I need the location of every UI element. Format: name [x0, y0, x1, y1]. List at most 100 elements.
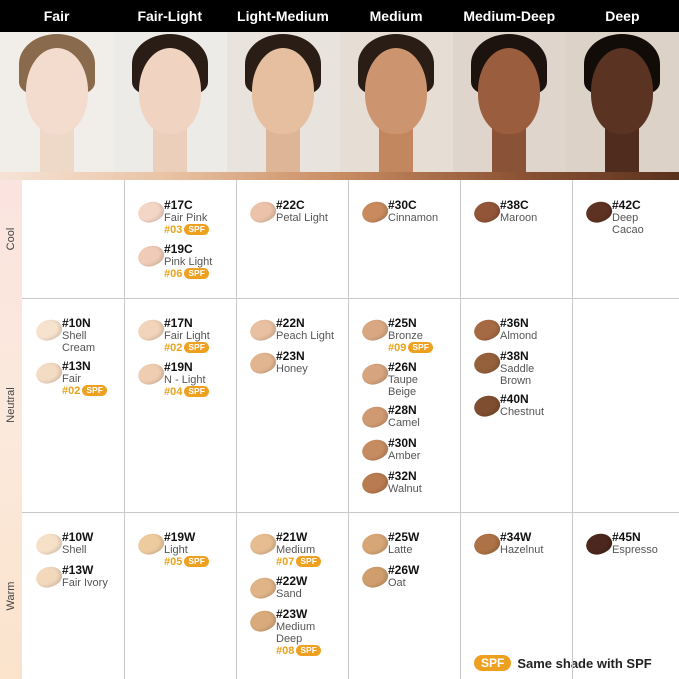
spf-line: #02 SPF	[62, 385, 124, 398]
shade-code: #36N	[500, 316, 529, 330]
spf-line: #08 SPF	[276, 645, 348, 658]
shade-code: #17N	[164, 316, 193, 330]
cell: #10W Shell #13W Fair Ivory	[22, 512, 124, 592]
cell: #21W Medium #07 SPF #22W Sand #23W Medium Deep #…	[236, 512, 348, 658]
cell: #17N Fair Light #02 SPF #19N N - Light #04 SPF	[124, 298, 236, 399]
shade: #10W Shell	[22, 529, 124, 559]
swatch	[470, 197, 504, 227]
shade-name: Taupe Beige	[388, 374, 418, 398]
shade: #22N Peach Light	[236, 315, 348, 345]
shade: #38C Maroon	[460, 197, 572, 227]
shade: #38N Saddle Brown	[460, 348, 572, 387]
swatch	[32, 562, 66, 592]
shade-code: #17C	[164, 198, 193, 212]
undertone-column	[0, 180, 22, 679]
shade: #19W Light #05 SPF	[124, 529, 236, 569]
shade-name: Walnut	[388, 483, 422, 495]
shade: #21W Medium #07 SPF	[236, 529, 348, 569]
shade: #32N Walnut	[348, 468, 460, 498]
spf-badge: SPF	[82, 385, 107, 396]
swatch	[32, 529, 66, 559]
shade-code: #23W	[276, 607, 308, 621]
cell: #25N Bronze #09 SPF #26N Taupe Beige #28N Camel…	[348, 298, 460, 498]
shade: #40N Chestnut	[460, 391, 572, 421]
column-label: Medium	[369, 8, 423, 24]
shade-code: #19W	[164, 530, 196, 544]
shade-name: Deep Cacao	[612, 212, 644, 236]
spf-code: #02	[62, 385, 81, 397]
spf-code: #05	[164, 556, 183, 568]
spf-badge: SPF	[184, 342, 209, 353]
spf-badge: SPF	[184, 268, 209, 279]
shade: #13W Fair Ivory	[22, 562, 124, 592]
shade-code: #34W	[500, 530, 532, 544]
shade: #42C Deep Cacao	[572, 197, 679, 236]
shade: #19C Pink Light #06 SPF	[124, 241, 236, 281]
shade: #34W Hazelnut	[460, 529, 572, 559]
spf-code: #03	[164, 224, 183, 236]
cell: #30C Cinnamon	[348, 180, 460, 227]
header-bar	[0, 0, 679, 32]
row-label: Warm	[5, 581, 17, 610]
swatch	[358, 435, 392, 465]
shade-code: #42C	[612, 198, 641, 212]
swatch	[358, 315, 392, 345]
swatch	[134, 315, 168, 345]
column-divider	[124, 180, 125, 679]
shade-code: #30C	[388, 198, 417, 212]
shade-name: Oat	[388, 577, 406, 589]
face-panel	[340, 32, 453, 172]
shade-code: #28N	[388, 403, 417, 417]
shade: #13N Fair #02 SPF	[22, 358, 124, 398]
swatch	[32, 358, 66, 388]
spf-badge: SPF	[408, 342, 433, 353]
shade-name: Light	[164, 544, 188, 556]
shade-name: Chestnut	[500, 406, 545, 418]
shade: #26W Oat	[348, 562, 460, 592]
swatch	[246, 197, 280, 227]
swatch	[246, 348, 280, 378]
row-label: Cool	[5, 227, 17, 251]
spf-code: #09	[388, 342, 407, 354]
spf-line: #02 SPF	[164, 342, 236, 355]
swatch	[470, 529, 504, 559]
row-divider	[22, 298, 679, 299]
swatch	[134, 359, 168, 389]
row-label: Neutral	[5, 387, 17, 423]
shade: #36N Almond	[460, 315, 572, 345]
cell: #19W Light #05 SPF	[124, 512, 236, 569]
swatch	[32, 315, 66, 345]
tone-gradient	[0, 172, 679, 180]
swatch	[246, 573, 280, 603]
shade-code: #25N	[388, 316, 417, 330]
shade: #30C Cinnamon	[348, 197, 460, 227]
shade-name: Shell Cream	[62, 330, 96, 354]
shade: #17N Fair Light #02 SPF	[124, 315, 236, 355]
shade-code: #26N	[388, 360, 417, 374]
shade: #19N N - Light #04 SPF	[124, 359, 236, 399]
shade: #23W Medium Deep #08 SPF	[236, 606, 348, 658]
shade-code: #38C	[500, 198, 529, 212]
column-label: Deep	[605, 8, 640, 24]
cell: #42C Deep Cacao	[572, 180, 679, 236]
spf-badge: SPF	[184, 224, 209, 235]
shade-name: Sand	[276, 588, 302, 600]
cell	[572, 298, 679, 316]
shade: #10N Shell Cream	[22, 315, 124, 354]
column-label: Fair	[43, 8, 70, 24]
shade-code: #10N	[62, 316, 91, 330]
spf-code: #07	[276, 556, 295, 568]
shade-code: #21W	[276, 530, 308, 544]
face-panel	[0, 32, 114, 172]
spf-line: #07 SPF	[276, 556, 348, 569]
spf-badge: SPF	[184, 556, 209, 567]
shade: #17C Fair Pink #03 SPF	[124, 197, 236, 237]
shade: #22W Sand	[236, 573, 348, 603]
shade: #22C Petal Light	[236, 197, 348, 227]
swatch	[470, 348, 504, 378]
shade-code: #22N	[276, 316, 305, 330]
shade: #26N Taupe Beige	[348, 359, 460, 398]
spf-badge: SPF	[184, 386, 209, 397]
column-divider	[460, 180, 461, 679]
